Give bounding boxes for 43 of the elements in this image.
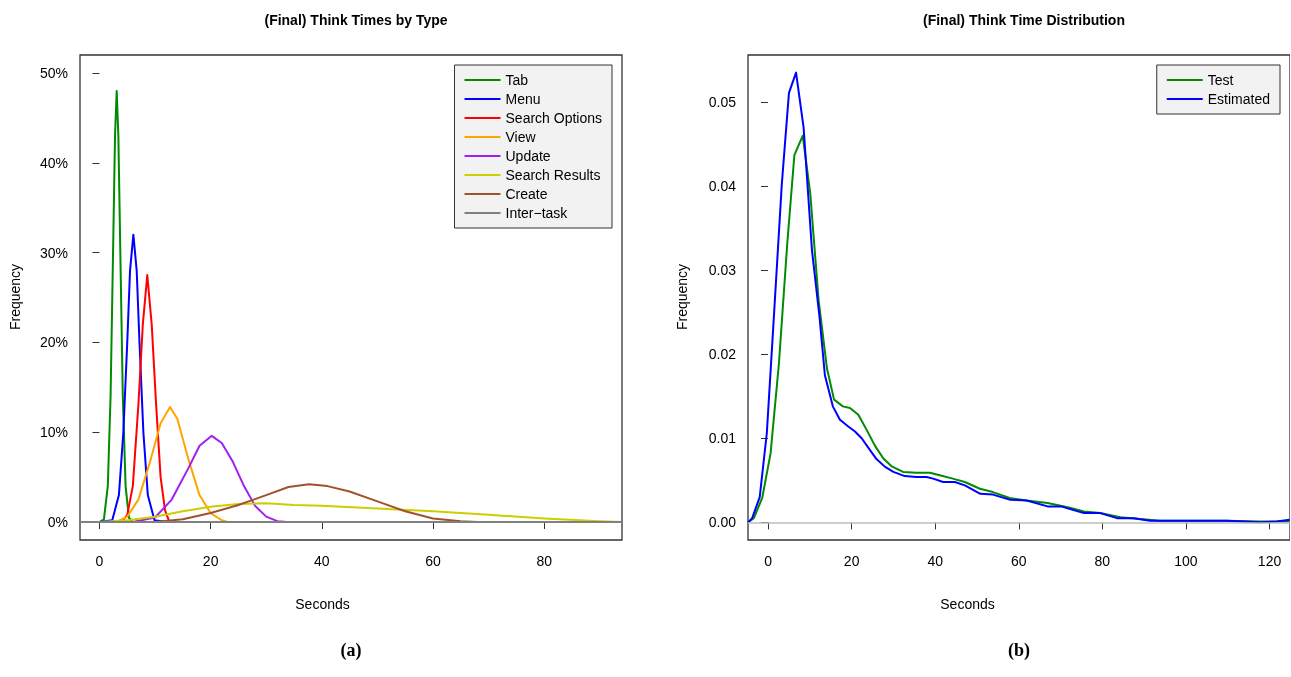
y-tick-label: 50% (39, 64, 68, 81)
legend-label: Estimated (1207, 91, 1270, 107)
legend-label: Test (1207, 72, 1234, 88)
y-tick-label: 0.04 (708, 178, 737, 195)
x-tick-label: 80 (1094, 553, 1111, 569)
legend-label: Update (505, 148, 551, 164)
y-tick-label: 30% (39, 244, 68, 261)
y-tick-label: 0.02 (708, 346, 737, 363)
x-tick-label: 20 (202, 553, 219, 569)
legend-label: View (505, 129, 537, 145)
y-tick-label: 10% (39, 424, 68, 441)
y-tick-label: 0.05 (708, 94, 737, 111)
legend-label: Search Options (505, 110, 602, 126)
chart-title: (Final) Think Times by Type (264, 12, 448, 28)
text: (b) (1008, 640, 1030, 661)
x-tick-label: 60 (425, 553, 441, 569)
x-axis-title: Seconds (295, 596, 350, 612)
y-tick-label: 0.01 (708, 430, 737, 447)
legend-label: Inter−task (505, 205, 569, 221)
y-axis-title: Frequency (7, 263, 23, 331)
x-tick-label: 0 (764, 553, 773, 569)
x-tick-label: 80 (536, 553, 553, 569)
text: (a) (340, 640, 362, 661)
y-tick-label: 0.03 (708, 262, 737, 279)
y-tick-label: 0% (47, 514, 68, 531)
legend-label: Create (505, 186, 548, 202)
x-tick-label: 60 (1011, 553, 1027, 569)
x-axis-title: Seconds (940, 596, 995, 612)
line-series (98, 89, 134, 524)
x-tick-label: 40 (927, 553, 944, 569)
x-tick-label: 20 (843, 553, 860, 569)
y-tick-label: 0.00 (708, 514, 737, 531)
x-tick-label: 100 (1174, 553, 1198, 569)
legend-label: Tab (505, 72, 529, 88)
x-tick-label: 120 (1257, 553, 1282, 569)
legend-label: Menu (505, 91, 541, 107)
y-tick-label: 40% (39, 154, 68, 171)
x-tick-label: 40 (314, 553, 330, 569)
legend-label: Search Results (505, 167, 601, 183)
x-tick-label: 0 (95, 553, 104, 569)
y-tick-label: 20% (39, 334, 68, 351)
y-axis-title: Frequency (674, 263, 690, 331)
chart-title: (Final) Think Time Distribution (923, 12, 1125, 28)
